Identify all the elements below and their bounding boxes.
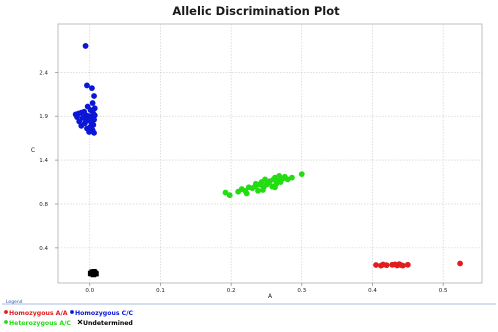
- legend-item-undetermined[interactable]: Undetermined: [77, 319, 133, 327]
- legend-marker-dot-icon: [4, 320, 8, 324]
- point-homozygous-a-a[interactable]: [373, 262, 379, 268]
- point-heterozygous-a-c[interactable]: [298, 171, 305, 178]
- point-heterozygous-a-c[interactable]: [255, 187, 261, 194]
- point-homozygous-c-c[interactable]: [74, 114, 80, 120]
- x-tick-label: 0.2: [227, 288, 236, 294]
- point-homozygous-c-c[interactable]: [89, 85, 95, 91]
- y-tick-label: 2.4: [39, 70, 48, 76]
- point-homozygous-c-c[interactable]: [78, 122, 85, 129]
- series-homozygous-a-a: [373, 260, 463, 269]
- point-homozygous-c-c[interactable]: [86, 129, 92, 135]
- point-homozygous-c-c[interactable]: [79, 115, 86, 121]
- y-axis-ticks: 0.4 0.8 1.4 1.9 2.4: [39, 70, 58, 252]
- legend-item-heterozygous-a-c[interactable]: Heterozygous A/C: [4, 320, 71, 327]
- legend-label: Homozygous A/A: [9, 310, 68, 317]
- x-axis-label: A: [268, 293, 273, 300]
- x-tick-label: 0.1: [156, 288, 165, 294]
- data-points: [72, 43, 463, 278]
- point-homozygous-c-c[interactable]: [76, 118, 83, 125]
- point-heterozygous-a-c[interactable]: [226, 192, 233, 199]
- point-heterozygous-a-c[interactable]: [289, 174, 295, 181]
- point-homozygous-a-a[interactable]: [404, 261, 411, 268]
- legend-title: Legend: [6, 299, 23, 305]
- x-tick-label: 0.0: [85, 288, 94, 294]
- point-homozygous-c-c[interactable]: [82, 43, 89, 49]
- point-heterozygous-a-c[interactable]: [272, 184, 278, 191]
- legend-marker-x-icon: [77, 319, 83, 325]
- point-homozygous-a-a[interactable]: [457, 260, 463, 267]
- x-tick-label: 0.3: [297, 288, 306, 294]
- point-heterozygous-a-c[interactable]: [243, 190, 250, 197]
- point-undetermined[interactable]: [91, 268, 97, 275]
- y-axis-label: C: [31, 147, 35, 154]
- legend-label: Undetermined: [83, 320, 133, 327]
- legend: Legend Homozygous A/A Homozygous C/C Heter…: [2, 299, 496, 327]
- series-heterozygous-a-c: [222, 171, 305, 199]
- point-homozygous-c-c[interactable]: [84, 82, 90, 89]
- point-homozygous-a-a[interactable]: [383, 262, 390, 269]
- point-heterozygous-a-c[interactable]: [222, 189, 229, 196]
- y-tick-label: 0.4: [39, 246, 48, 252]
- series-undetermined: [87, 268, 99, 278]
- point-homozygous-c-c[interactable]: [89, 100, 96, 106]
- legend-item-homozygous-a-a[interactable]: Homozygous A/A: [4, 310, 68, 317]
- x-tick-label: 0.5: [439, 288, 448, 294]
- point-undetermined[interactable]: [87, 270, 94, 276]
- point-heterozygous-a-c[interactable]: [252, 180, 259, 187]
- plot-area[interactable]: [57, 23, 483, 284]
- point-homozygous-a-a[interactable]: [399, 262, 406, 269]
- point-homozygous-c-c[interactable]: [91, 93, 97, 99]
- legend-label: Homozygous C/C: [75, 310, 133, 317]
- legend-marker-dot-icon: [70, 310, 74, 314]
- legend-label: Heterozygous A/C: [9, 320, 71, 327]
- x-tick-label: 0.4: [368, 288, 377, 294]
- x-axis-ticks: 0.0 0.1 0.2 0.3 0.4 0.5: [85, 283, 448, 294]
- legend-item-homozygous-c-c[interactable]: Homozygous C/C: [70, 310, 133, 317]
- y-tick-label: 0.8: [39, 202, 48, 208]
- y-tick-label: 1.9: [39, 114, 48, 120]
- series-homozygous-c-c: [72, 43, 98, 136]
- grid-lines: [58, 24, 482, 283]
- legend-items: Homozygous A/A Homozygous C/C Heterozygous…: [4, 310, 133, 327]
- legend-marker-dot-icon: [4, 310, 8, 314]
- point-heterozygous-a-c[interactable]: [260, 187, 266, 193]
- point-homozygous-c-c[interactable]: [91, 129, 97, 136]
- chart-title: Allelic Discrimination Plot: [172, 4, 340, 18]
- y-tick-label: 1.4: [39, 158, 48, 164]
